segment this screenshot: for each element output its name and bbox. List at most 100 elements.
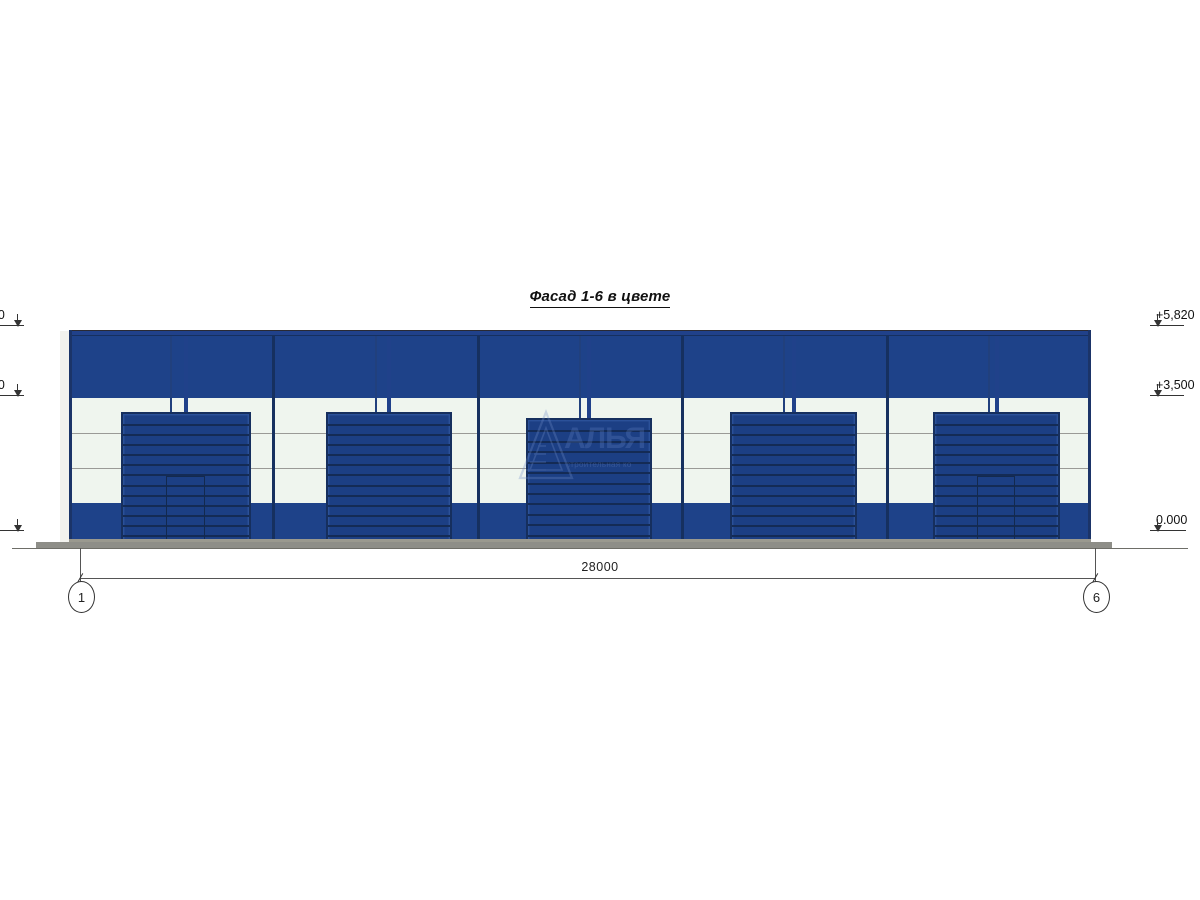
drawing-title-text: Фасад 1-6 в цвете: [529, 288, 671, 308]
sectional-door[interactable]: [526, 418, 652, 543]
base-plinth: [69, 539, 1091, 543]
door-slat-line: [328, 495, 450, 497]
door-slat-line: [732, 495, 855, 497]
dimension-line-overall: [80, 578, 1095, 580]
sectional-door[interactable]: [730, 412, 857, 543]
wicket-door[interactable]: [166, 476, 205, 545]
door-slat-line: [732, 474, 855, 476]
door-slat-line: [528, 472, 650, 474]
door-slat-line: [732, 505, 855, 507]
door-slat-line: [935, 525, 1058, 527]
door-slat-line: [528, 462, 650, 464]
axis-bubble-1-label: 1: [77, 589, 86, 605]
door-slat-line: [123, 474, 249, 476]
door-slat-line: [528, 514, 650, 516]
door-slat-line: [528, 503, 650, 505]
door-slat-line: [328, 474, 450, 476]
extension-line-axis-1: [80, 548, 81, 590]
level-value: 820: [0, 308, 5, 322]
axis-bubble-1: 1: [68, 581, 95, 613]
level-value: 0.000: [1156, 513, 1188, 527]
door-slat-line: [732, 434, 855, 436]
door-slat-line: [328, 444, 450, 446]
level-mark-left-5820: 820: [0, 300, 40, 327]
level-value: +5,820: [1156, 308, 1195, 322]
axis-bubble-6: 6: [1083, 581, 1110, 613]
ground-level-line: [12, 548, 1188, 549]
door-slat-line: [732, 444, 855, 446]
door-slat-line: [123, 535, 249, 537]
door-slat-line: [732, 525, 855, 527]
door-slat-line: [328, 515, 450, 517]
level-mark-left-0000: 00: [0, 505, 40, 532]
building-edge-left: [69, 330, 72, 545]
door-slat-line: [528, 441, 650, 443]
facade-mullion: [886, 336, 889, 545]
facade-mullion: [272, 336, 275, 545]
door-slat-line: [935, 434, 1058, 436]
facade-mullion: [681, 336, 684, 545]
sectional-door[interactable]: [121, 412, 251, 545]
door-slat-line: [935, 454, 1058, 456]
door-head-mullion: [791, 336, 796, 412]
door-slat-line: [123, 495, 249, 497]
door-slat-line: [123, 525, 249, 527]
dimension-value-overall: 28000: [581, 560, 619, 574]
door-slat-line: [328, 424, 450, 426]
door-slat-line: [123, 434, 249, 436]
door-slat-line: [528, 430, 650, 432]
level-mark-left-3500: 500: [0, 370, 40, 397]
door-slat-line: [328, 535, 450, 537]
door-slat-line: [328, 505, 450, 507]
door-slat-line: [328, 454, 450, 456]
roof-parapet-cap: [69, 330, 1091, 336]
door-slat-line: [935, 505, 1058, 507]
wicket-door[interactable]: [977, 476, 1015, 545]
door-slat-line: [935, 424, 1058, 426]
door-slat-line: [528, 524, 650, 526]
building-edge-right: [1088, 330, 1091, 545]
door-slat-line: [732, 485, 855, 487]
level-value: +3,500: [1156, 378, 1195, 392]
door-slat-line: [935, 474, 1058, 476]
drawing-title: Фасад 1-6 в цвете: [0, 288, 1200, 308]
level-mark-right-3500: +3,500: [1150, 370, 1200, 397]
door-slat-line: [528, 483, 650, 485]
sectional-door[interactable]: [326, 412, 452, 543]
door-slat-line: [935, 464, 1058, 466]
door-head-mullion: [587, 336, 591, 418]
door-slat-line: [123, 464, 249, 466]
door-slat-line: [123, 485, 249, 487]
door-slat-line: [528, 451, 650, 453]
axis-bubble-6-label: 6: [1092, 589, 1101, 605]
door-slat-line: [528, 493, 650, 495]
door-slat-line: [328, 434, 450, 436]
door-head-mullion: [387, 336, 391, 412]
door-slat-line: [935, 535, 1058, 537]
door-slat-line: [732, 464, 855, 466]
door-slat-line: [328, 464, 450, 466]
door-slat-line: [123, 505, 249, 507]
door-slat-line: [528, 535, 650, 537]
door-slat-line: [123, 424, 249, 426]
sectional-door[interactable]: [933, 412, 1060, 545]
door-slat-line: [732, 515, 855, 517]
door-slat-line: [935, 515, 1058, 517]
door-slat-line: [732, 424, 855, 426]
door-slat-line: [732, 535, 855, 537]
building-elevation: [69, 330, 1091, 545]
door-slat-line: [123, 454, 249, 456]
door-slat-line: [935, 495, 1058, 497]
door-slat-line: [935, 485, 1058, 487]
level-mark-right-5820: +5,820: [1150, 300, 1200, 327]
door-slat-line: [328, 485, 450, 487]
level-mark-right-0000: 0.000: [1146, 505, 1200, 532]
door-slat-line: [123, 515, 249, 517]
door-slat-line: [328, 525, 450, 527]
door-head-mullion: [184, 336, 188, 412]
facade-mullion: [477, 336, 480, 545]
door-slat-line: [123, 444, 249, 446]
level-value: 500: [0, 378, 5, 392]
door-slat-line: [732, 454, 855, 456]
